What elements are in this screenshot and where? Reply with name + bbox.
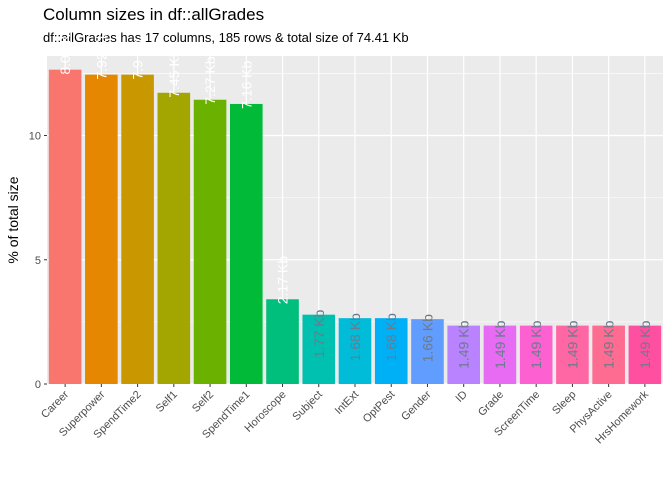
data-label: 1.49 Kb	[601, 320, 617, 368]
data-label: 7.92 Kb	[93, 31, 109, 79]
bar-optpest	[374, 318, 408, 384]
x-tick-label: Gender	[399, 388, 434, 423]
bar-physactive	[592, 325, 625, 384]
bar-hrshomework	[628, 325, 662, 384]
bar-spendtime2	[121, 74, 154, 385]
data-label: 1.77 Kb	[311, 309, 327, 357]
data-label: 7.45 Kb	[166, 49, 182, 97]
bar-sleep	[556, 325, 589, 384]
bar-grade	[483, 325, 517, 384]
x-tick-label: Sleep	[550, 389, 578, 417]
data-label: 1.68 Kb	[383, 313, 399, 361]
bar-horoscope	[266, 299, 299, 384]
data-label: 7.27 Kb	[202, 56, 218, 104]
bar-intext	[338, 318, 372, 384]
data-label: 2.17 Kb	[275, 256, 291, 304]
y-axis: 0 5 10	[29, 131, 47, 391]
data-label: 1.66 Kb	[419, 314, 435, 362]
y-tick-label: 10	[29, 131, 41, 143]
data-labels: 8.04 Kb 7.92 Kb 7.9 Kb 7.45 Kb 7.27 Kb 7.16 K…	[57, 26, 653, 369]
bar-gender	[411, 319, 444, 384]
x-tick-label: ID	[454, 389, 470, 405]
data-label: 1.68 Kb	[347, 313, 363, 361]
bar-screentime	[519, 325, 553, 384]
bar-self1	[157, 92, 191, 384]
bar-self2	[193, 99, 227, 384]
x-tick-label: Self2	[190, 389, 216, 415]
data-label: 1.49 Kb	[564, 320, 580, 368]
x-tick-label: Career	[39, 388, 71, 420]
data-label: 8.04 Kb	[57, 26, 73, 74]
data-label: 1.49 Kb	[456, 320, 472, 368]
data-label: 1.49 Kb	[637, 320, 653, 368]
x-tick-label: Grade	[476, 389, 506, 419]
bar-id	[447, 325, 481, 384]
data-label: 1.49 Kb	[492, 320, 508, 368]
y-tick-label: 0	[35, 379, 41, 391]
bars	[48, 69, 662, 385]
x-tick-label: OptPest	[361, 389, 398, 426]
y-axis-label: % of total size	[5, 176, 21, 263]
bar-spendtime1	[229, 103, 263, 384]
data-label: 1.49 Kb	[528, 320, 544, 368]
bar-subject	[302, 314, 336, 384]
x-tick-label: Subject	[290, 389, 324, 423]
bar-career	[48, 69, 82, 385]
chart-title: Column sizes in df::allGrades	[43, 5, 265, 24]
x-tick-label: IntExt	[333, 389, 361, 417]
bar-superpower	[85, 74, 118, 385]
x-tick-label: Self1	[154, 389, 180, 415]
y-tick-label: 5	[35, 255, 41, 267]
data-label: 7.9 Kb	[130, 39, 146, 80]
data-label: 7.16 Kb	[238, 60, 254, 108]
chart-subtitle: df::allGrades has 17 columns, 185 rows &…	[43, 30, 409, 45]
